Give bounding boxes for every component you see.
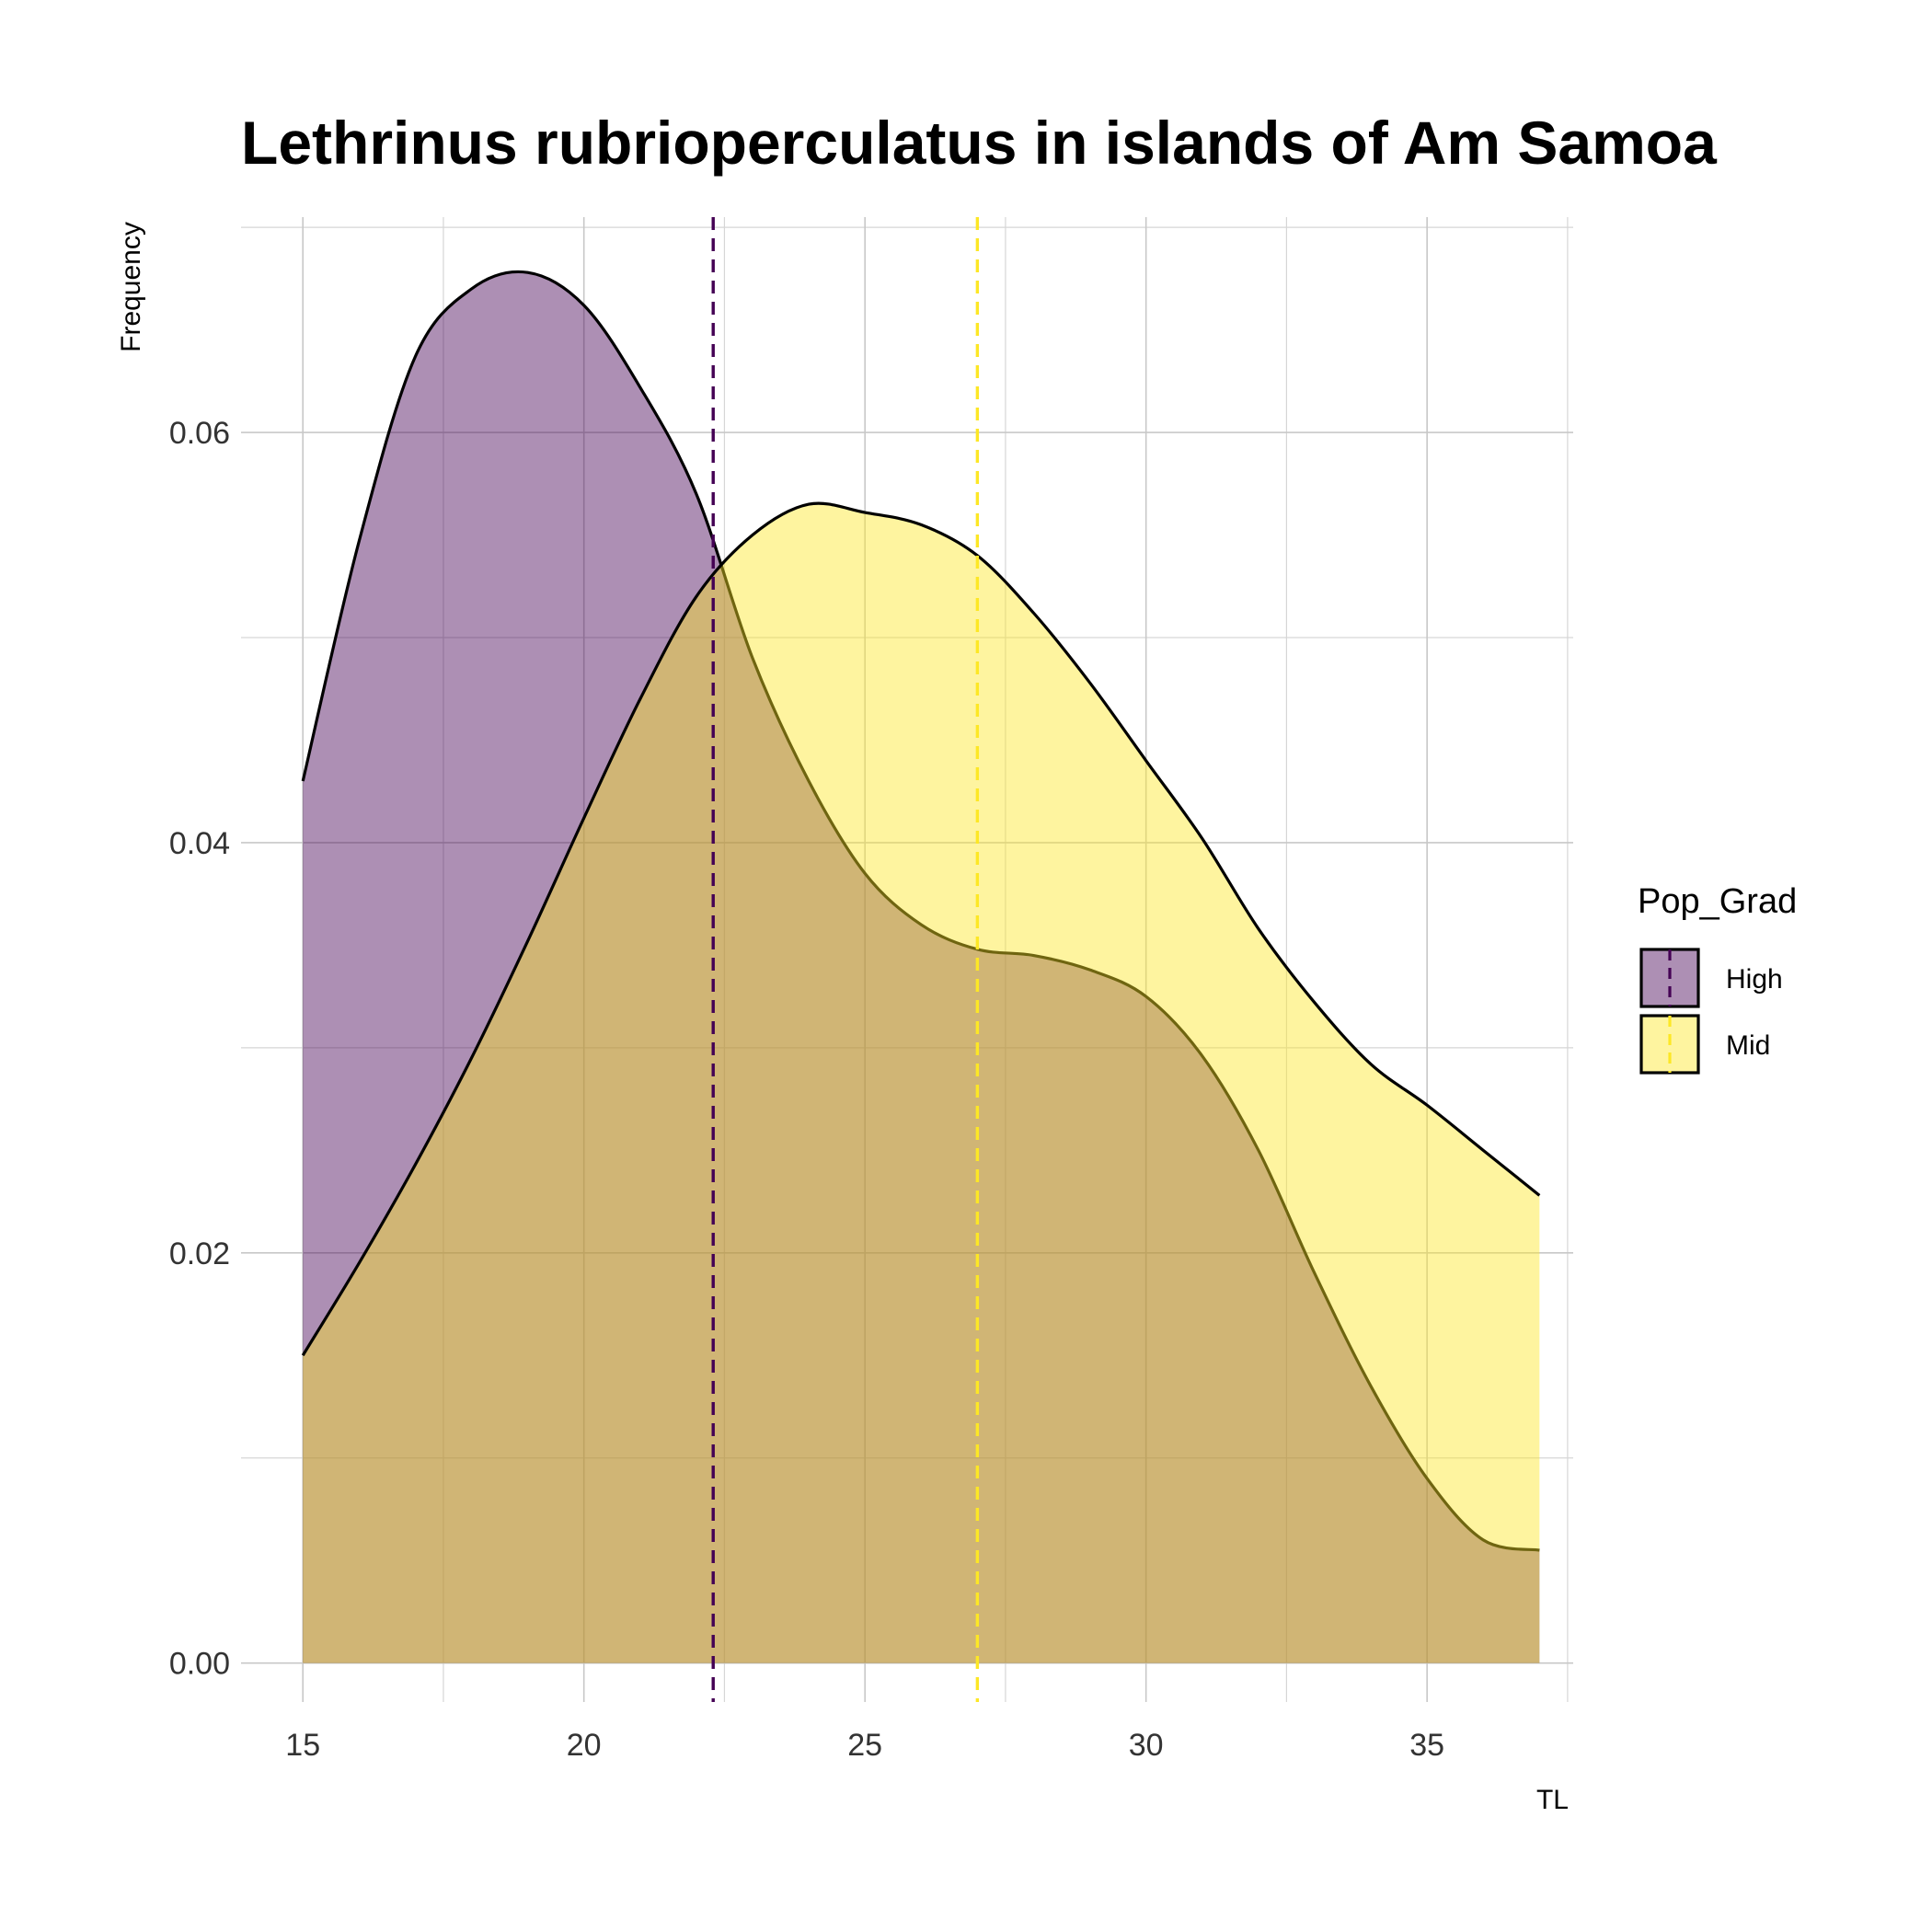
x-tick-label: 25: [847, 1728, 882, 1763]
y-tick-label: 0.02: [169, 1236, 230, 1271]
chart-title: Lethrinus rubrioperculatus in islands of…: [241, 109, 1718, 177]
y-tick-label: 0.04: [169, 826, 230, 861]
density-areas: [301, 270, 1541, 1663]
x-tick-label: 30: [1129, 1728, 1164, 1763]
x-axis-ticks: 15 20 25 30 35: [285, 1728, 1444, 1763]
y-tick-label: 0.00: [169, 1647, 230, 1682]
mean-lines: [711, 217, 980, 1702]
legend-items: High Mid: [1639, 948, 1783, 1075]
x-tick-label: 35: [1409, 1728, 1444, 1763]
grid: [241, 217, 1573, 1702]
x-axis-title: TL: [1536, 1785, 1569, 1815]
density-line-high: [301, 270, 1540, 1552]
legend-item-mid: Mid: [1639, 1014, 1770, 1075]
y-axis-title: Frequency: [116, 222, 146, 352]
legend: Pop_Grad High Mid: [1638, 882, 1797, 1075]
legend-label-mid: Mid: [1726, 1030, 1770, 1061]
x-tick-label: 15: [285, 1728, 320, 1763]
legend-title: Pop_Grad: [1638, 882, 1797, 921]
legend-item-high: High: [1639, 948, 1783, 1008]
legend-label-high: High: [1726, 964, 1783, 995]
y-tick-label: 0.06: [169, 416, 230, 451]
density-line-mid: [301, 501, 1541, 1357]
y-axis-ticks: 0.00 0.02 0.04 0.06: [169, 416, 230, 1682]
density-area-high: [303, 271, 1540, 1663]
density-area-mid: [303, 503, 1540, 1663]
x-tick-label: 20: [567, 1728, 602, 1763]
